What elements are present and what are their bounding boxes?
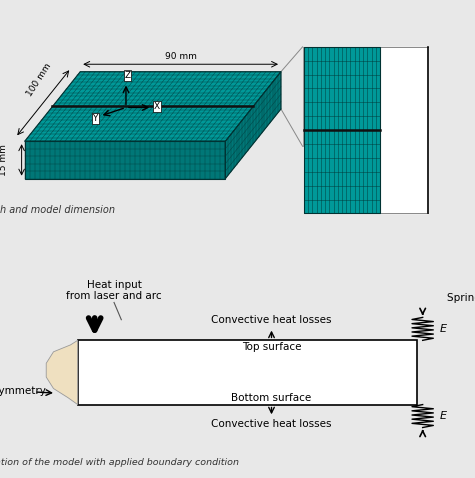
Polygon shape [25,141,225,179]
Text: Heat input
from laser and arc: Heat input from laser and arc [66,280,162,301]
Text: Convective heat losses: Convective heat losses [211,420,332,430]
Text: 100 mm: 100 mm [25,61,53,98]
Text: Convective heat losses: Convective heat losses [211,315,332,326]
Text: h and model dimension: h and model dimension [0,206,115,216]
Text: 90 mm: 90 mm [165,52,197,61]
Text: Bottom surface: Bottom surface [231,393,312,403]
Text: E: E [440,324,446,334]
Polygon shape [25,72,281,141]
Text: Top surface: Top surface [242,342,301,352]
Text: Z: Z [124,71,131,80]
Text: X: X [154,102,160,111]
Polygon shape [304,47,380,213]
Text: symmetry: symmetry [0,386,46,396]
Text: E: E [440,411,446,421]
Polygon shape [78,340,417,404]
Text: Y: Y [93,114,98,123]
Polygon shape [46,340,78,404]
Polygon shape [304,47,428,213]
Text: Spring elements: Spring elements [447,293,475,303]
Text: ation of the model with applied boundary condition: ation of the model with applied boundary… [0,458,239,467]
Text: 15 mm: 15 mm [0,144,8,176]
Polygon shape [225,72,281,179]
